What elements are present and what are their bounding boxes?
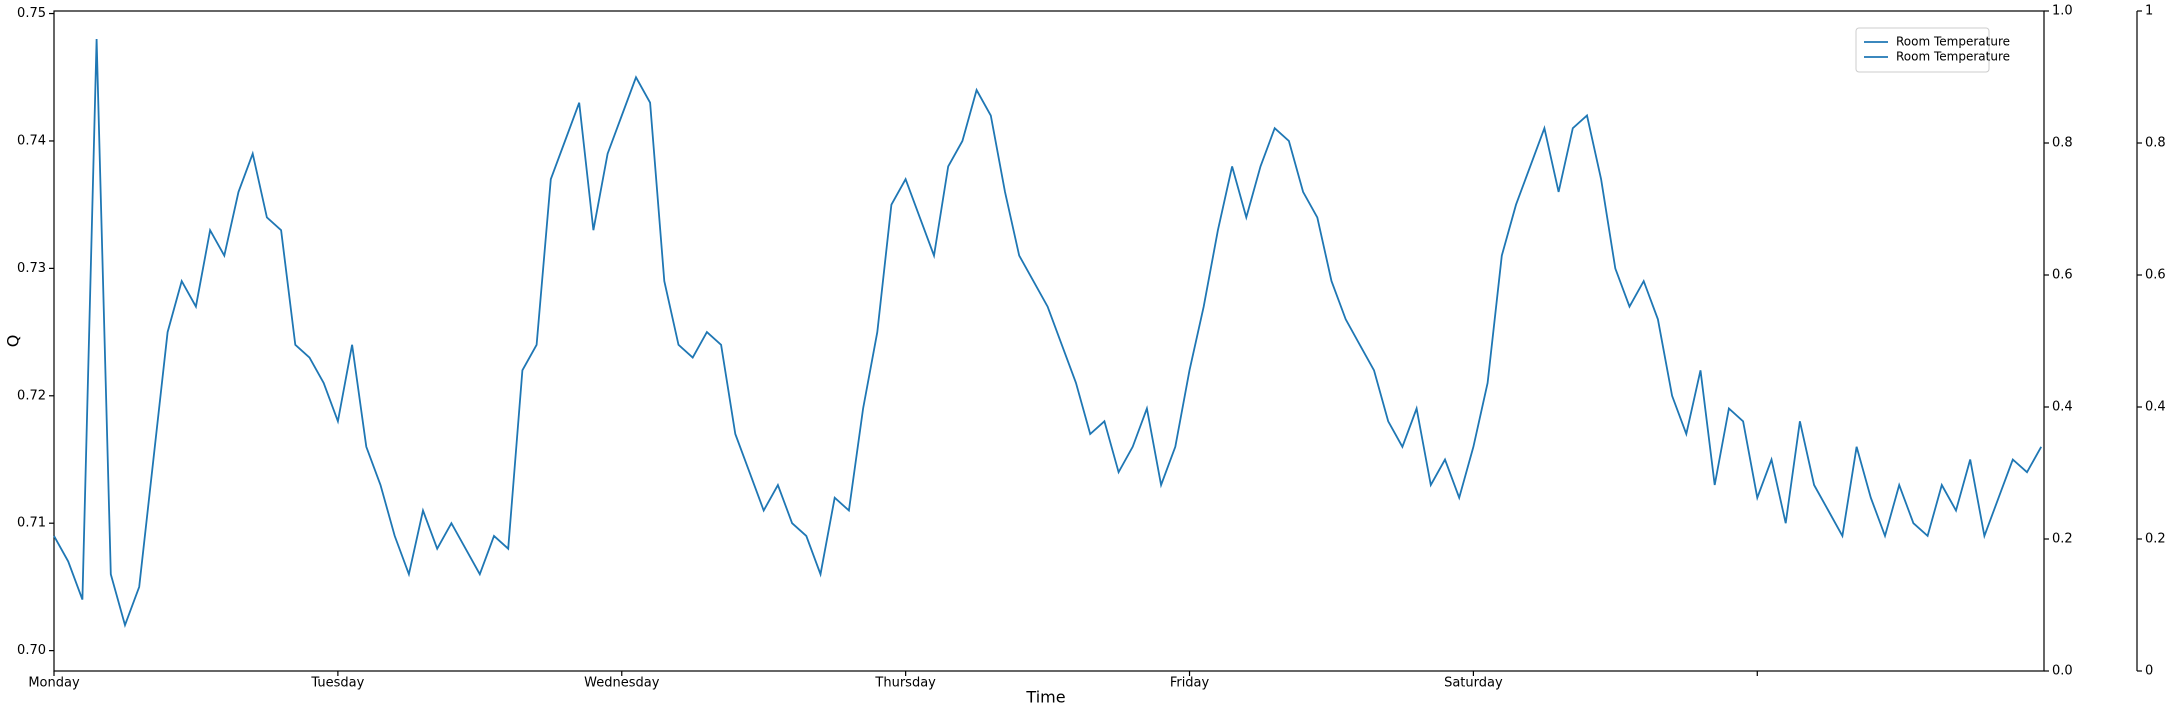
y-tick-label: 0.75	[17, 6, 46, 21]
x-tick-label: Thursday	[874, 676, 936, 691]
legend-label: Room Temperature	[1896, 50, 2010, 64]
y3-tick-label: 0	[2145, 664, 2153, 679]
x-tick-label: Wednesday	[584, 676, 660, 691]
data-line	[53, 38, 2042, 629]
x-tick-label: Tuesday	[310, 676, 364, 691]
y3-tick-label: 0.2	[2145, 532, 2166, 547]
y-tick-label: 0.73	[17, 261, 46, 276]
plot-frame	[53, 10, 2045, 672]
x-tick-label: Saturday	[1444, 676, 1503, 691]
y3-tick-label: 0.4	[2145, 400, 2166, 415]
y3-tick-label: 0.6	[2145, 268, 2166, 283]
y-tick-label: 0.71	[17, 516, 46, 531]
legend-label: Room Temperature	[1896, 35, 2010, 49]
legend-box	[1855, 27, 1990, 73]
y3-tick-label: 0.8	[2145, 136, 2166, 151]
y-tick-label: 0.70	[17, 643, 46, 658]
y2-tick-label: 0.6	[2052, 268, 2073, 283]
y2-tick-label: 0.4	[2052, 400, 2073, 415]
y-tick-label: 0.74	[17, 133, 46, 148]
y2-tick-label: 0.8	[2052, 136, 2073, 151]
y-axis-label: Q	[4, 335, 23, 348]
y2-tick-label: 0.2	[2052, 532, 2073, 547]
y3-tick-label: 1	[2145, 4, 2153, 19]
y2-tick-label: 0.0	[2052, 664, 2073, 679]
y-tick-label: 0.72	[17, 388, 46, 403]
x-tick-label: Friday	[1170, 676, 1210, 691]
y2-tick-label: 1.0	[2052, 4, 2073, 19]
x-axis-label: Time	[1025, 688, 1065, 707]
x-tick-label: Monday	[28, 676, 80, 691]
